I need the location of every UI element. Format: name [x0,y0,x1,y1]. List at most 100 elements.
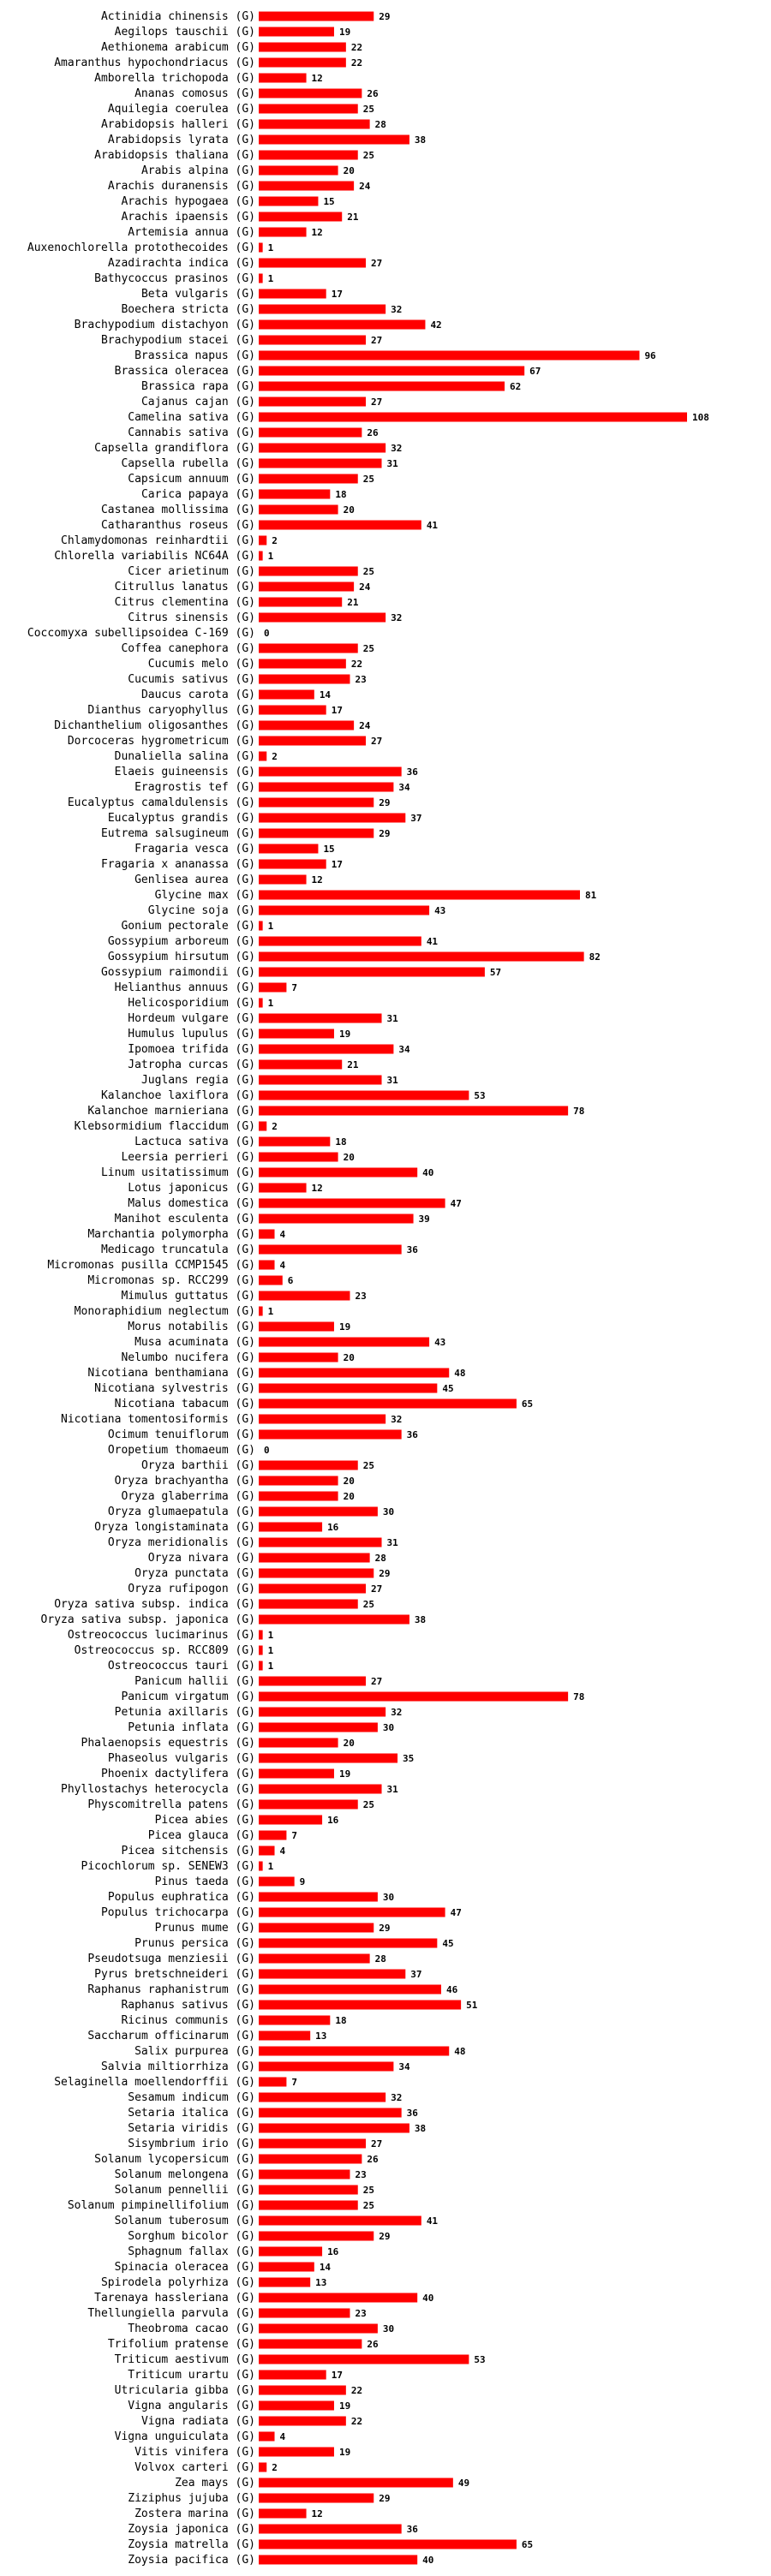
value-label: 28 [375,119,386,130]
bar [259,597,343,607]
category-label: Dorcoceras hygrometricum (G) [68,735,255,748]
category-label: Ocimum tenuiflorum (G) [108,1428,255,1441]
value-label: 36 [407,2524,419,2535]
category-label: Ricinus communis (G) [121,2014,255,2027]
bar [259,566,358,576]
value-label: 12 [312,227,323,238]
bar [259,2462,267,2472]
category-label: Malus domestica (G) [128,1197,255,1210]
category-label: Salvia miltiorrhiza (G) [101,2060,255,2073]
category-label: Zea mays (G) [175,2477,255,2490]
value-label: 21 [347,212,359,223]
value-label: 0 [264,628,270,639]
value-label: 38 [415,134,426,146]
value-label: 42 [430,319,441,331]
category-label: Sorghum bicolor (G) [128,2230,255,2243]
value-label: 27 [371,258,382,269]
bar [259,104,358,114]
bar [259,1136,331,1147]
value-label: 35 [403,1753,414,1764]
bar [259,982,287,993]
value-label: 20 [344,1476,355,1487]
category-label: Pyrus bretschneideri (G) [94,1968,255,1981]
bar [259,1398,517,1409]
category-label: Aquilegia coerulea (G) [108,103,255,116]
value-label: 24 [359,581,371,593]
bar [259,1229,275,1239]
value-label: 19 [339,1321,350,1333]
category-label: Oryza punctata (G) [134,1567,255,1580]
category-label: Gossypium raimondii (G) [101,966,255,979]
value-label: 31 [387,1075,399,1086]
value-label: 57 [490,967,501,978]
value-label: 108 [692,412,709,423]
bar [259,73,307,83]
value-label: 20 [344,1491,355,1502]
category-label: Oryza meridionalis (G) [108,1536,255,1549]
value-label: 23 [355,674,366,685]
value-label: 1 [268,242,274,253]
bar [259,936,421,946]
category-label: Chlorella variabilis NC64A (G) [54,550,255,563]
value-label: 31 [387,458,399,469]
value-label: 22 [351,2385,362,2396]
category-label: Cicer arietinum (G) [128,565,255,578]
bar [259,258,366,268]
value-label: 96 [644,350,656,361]
value-label: 34 [398,2061,410,2072]
category-label: Panicum hallii (G) [134,1675,255,1688]
value-label: 1 [268,1661,274,1672]
bar [259,1676,366,1686]
bar [259,1953,370,1964]
category-label: Chlamydomonas reinhardtii (G) [61,534,255,547]
category-label: Cucumis sativus (G) [128,673,255,686]
value-label: 53 [474,2354,485,2365]
value-label: 19 [339,1029,350,1040]
value-label: 36 [407,1244,419,1255]
category-label: Linum usitatissimum (G) [101,1166,255,1179]
value-label: 16 [327,1522,339,1533]
category-label: Phaseolus vulgaris (G) [108,1752,255,1765]
category-label: Ostreococcus sp. RCC809 (G) [75,1644,255,1657]
value-label: 40 [422,2293,433,2304]
value-label: 18 [335,489,346,500]
category-label: Dichanthelium oligosanthes (G) [54,719,255,732]
value-label: 24 [359,720,371,731]
bar [259,1244,402,1255]
value-label: 20 [344,165,355,176]
value-label: 29 [379,797,390,808]
value-label: 27 [371,2138,382,2150]
category-label: Cajanus cajan (G) [141,396,255,408]
value-label: 18 [335,1136,346,1148]
value-label: 51 [466,2000,478,2011]
category-label: Klebsormidium flaccidum (G) [75,1120,255,1133]
value-label: 46 [446,1984,458,1995]
bar [259,751,267,761]
bar [259,2138,366,2149]
bar [259,366,525,376]
category-label: Micromonas sp. RCC299 (G) [87,1274,255,1287]
value-label: 26 [367,2154,379,2165]
category-label: Triticum urartu (G) [128,2369,255,2382]
category-label: Sesamum indicum (G) [128,2091,255,2104]
value-label: 23 [355,2169,366,2180]
category-label: Aegilops tauschii (G) [115,26,255,39]
category-label: Hordeum vulgare (G) [128,1012,255,1025]
bar [259,689,314,700]
category-label: Phyllostachys heterocycla (G) [61,1783,255,1796]
bar [259,2046,450,2056]
value-label: 15 [323,196,334,207]
value-label: 20 [344,504,355,516]
bar [259,1044,394,1054]
category-label: Solanum lycopersicum (G) [94,2153,255,2166]
category-label: Solanum tuberosum (G) [115,2215,255,2227]
bar [259,196,319,206]
bar [259,1414,386,1424]
bar [259,1645,263,1655]
bar [259,1799,358,1810]
value-label: 19 [339,2400,350,2412]
category-label: Solanum melongena (G) [115,2168,255,2181]
value-label: 36 [407,1429,419,1440]
bar [259,1830,287,1840]
category-label: Arabidopsis lyrata (G) [108,134,255,146]
